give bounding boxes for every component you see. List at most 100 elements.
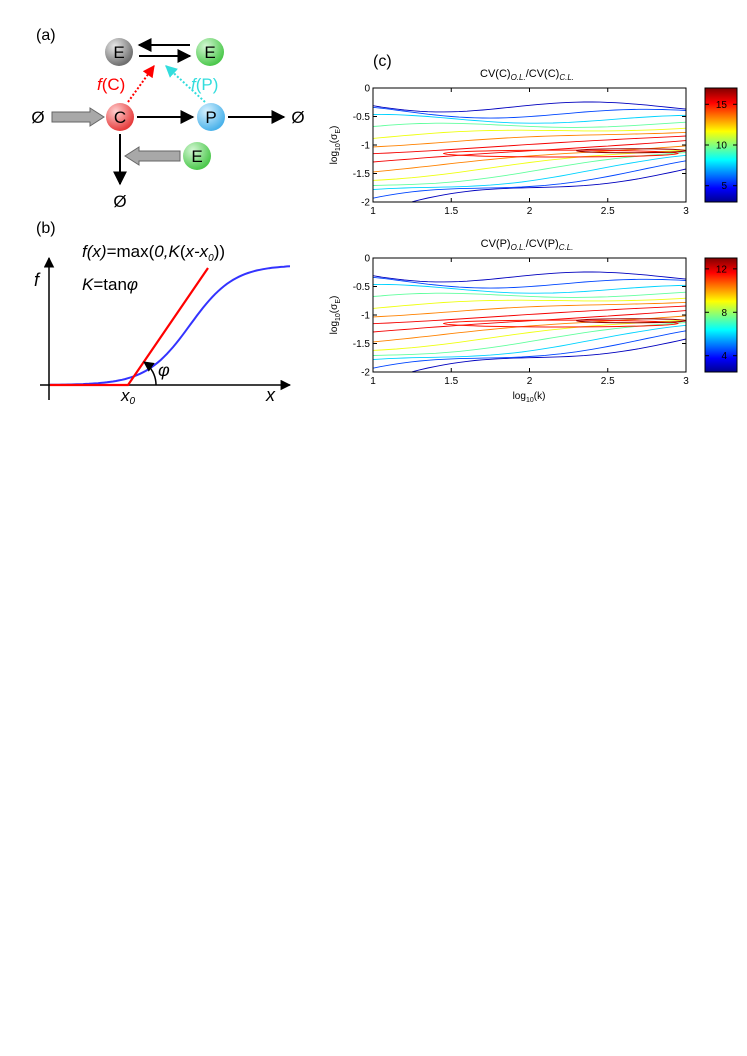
x-tick-label: 3: [683, 206, 689, 217]
contour-line: [372, 154, 687, 191]
contour-line: [372, 127, 687, 139]
y-tick-label: 0: [364, 84, 370, 95]
x-tick-label: 2.5: [601, 376, 615, 387]
colorbar-tick-label: 8: [721, 308, 727, 319]
plot2-colorbar-ticks: 12 8 4: [705, 264, 737, 362]
fP-label: f(P): [191, 75, 218, 94]
inflow-arrow: [51, 107, 105, 127]
x-tick-label: 2.5: [601, 206, 615, 217]
contour-line: [372, 121, 687, 128]
panel-a: (a) E E C P E Ø Ø Ø f(C) f(P): [31, 27, 304, 211]
panel-b: (b) f(x)=max(0,K(x-x0)) K=tanφ f x φ x0: [34, 220, 292, 407]
linear-approx-curve: [50, 267, 209, 387]
angle-phi-label: φ: [158, 360, 170, 380]
b-y-axis-label: f: [34, 270, 41, 290]
plot2-ylabel: log10(σE): [329, 296, 342, 335]
contour-line: [372, 291, 687, 298]
contour-line: [372, 276, 687, 289]
contour-line: [373, 168, 687, 203]
plot2-contours: [372, 271, 687, 373]
contour-line: [372, 324, 687, 361]
contour-line: [372, 319, 687, 351]
colorbar-tick-label: 10: [716, 141, 728, 152]
E-catalysis-arrow: [124, 146, 181, 166]
x-tick-label: 3: [683, 376, 689, 387]
node-E-active: [196, 38, 224, 66]
y-tick-label: 0: [364, 254, 370, 265]
contour-line: [372, 101, 687, 113]
colorbar-tick-label: 12: [716, 264, 728, 275]
contour-line: [372, 149, 687, 181]
angle-arc: [143, 361, 157, 386]
x0-label: x0: [120, 386, 136, 407]
b-x-axis-label: x: [265, 385, 276, 405]
contour-line: [372, 315, 687, 343]
y-tick-label: -2: [361, 368, 370, 379]
colorbar-tick-label: 4: [721, 351, 727, 362]
null-symbol-left: Ø: [31, 108, 44, 127]
contour-peak: [442, 149, 679, 158]
panel-c-label: (c): [373, 53, 392, 70]
y-tick-label: -1: [361, 141, 370, 152]
y-tick-label: -0.5: [353, 282, 371, 293]
contour-line: [372, 145, 687, 173]
arrow-fP-dotted: [165, 65, 206, 103]
y-tick-label: -1.5: [353, 169, 371, 180]
node-P: [197, 103, 225, 131]
panel-b-label: (b): [36, 220, 56, 237]
contour-line: [372, 140, 687, 163]
node-C-label: C: [114, 108, 126, 127]
null-symbol-bottom: Ø: [113, 192, 126, 211]
x-tick-label: 1: [370, 376, 376, 387]
node-P-label: P: [205, 108, 216, 127]
colorbar-tick-label: 5: [721, 181, 727, 192]
null-symbol-right: Ø: [291, 108, 304, 127]
y-tick-label: -0.5: [353, 112, 371, 123]
plot2-xlabel: log10(k): [513, 391, 546, 404]
y-tick-label: -1: [361, 311, 370, 322]
contour-line: [372, 283, 687, 294]
contour-line: [372, 301, 687, 318]
plot2-title: CV(P)O.L./CV(P)C.L.: [481, 238, 574, 252]
plot1-ticks: 1 1.5 2 2.5 3 0 -0.5 -1 -1.5 -2: [353, 84, 689, 218]
plot1-contours: [372, 101, 687, 203]
contour-line: [372, 305, 687, 325]
contour-line: [372, 106, 687, 119]
y-tick-label: -1.5: [353, 339, 371, 350]
node-E-bottom-label: E: [191, 147, 202, 166]
contour-line: [372, 160, 687, 199]
node-E-active-label: E: [204, 43, 215, 62]
contour-plot-1: CV(C)O.L./CV(C)C.L. 1 1.5 2 2.5 3 0 -0.5 -1 -1.5…: [329, 68, 738, 218]
panel-c: (c) CV(C)O.L./CV(C)C.L. 1 1.5 2 2.5 3 0 -0.5 -1…: [329, 53, 738, 404]
contour-line: [373, 338, 687, 373]
fC-label: f(C): [97, 75, 125, 94]
contour-line: [372, 113, 687, 124]
x-tick-label: 1.5: [444, 206, 458, 217]
plot1-colorbar-ticks: 15 10 5: [705, 100, 737, 192]
K-definition: K=tanφ: [82, 275, 138, 294]
plot1-ylabel: log10(σE): [329, 126, 342, 165]
contour-line: [372, 135, 687, 155]
formula: f(x)=max(0,K(x-x0)): [82, 242, 225, 264]
sigmoid-curve: [50, 265, 291, 386]
node-C: [106, 103, 134, 131]
contour-plot-2: CV(P)O.L./CV(P)C.L. 1 1.5 2 2.5 3 0 -0.5 -1 -1.5…: [329, 238, 738, 404]
plot1-title: CV(C)O.L./CV(C)C.L.: [480, 68, 574, 82]
plot2-colorbar: [704, 257, 738, 373]
colorbar-tick-label: 15: [716, 100, 728, 111]
x-tick-label: 1: [370, 206, 376, 217]
x-tick-label: 2: [527, 376, 533, 387]
panel-a-label: (a): [36, 27, 56, 44]
contour-line: [372, 131, 687, 148]
contour-line: [372, 310, 687, 333]
node-E-inactive-label: E: [113, 43, 124, 62]
arrow-fC-dotted: [127, 65, 155, 103]
contour-line: [372, 330, 687, 369]
x-tick-label: 2: [527, 206, 533, 217]
plot2-ticks: 1 1.5 2 2.5 3 0 -0.5 -1 -1.5 -2: [353, 254, 689, 388]
contour-peak: [442, 319, 679, 328]
y-tick-label: -2: [361, 198, 370, 209]
node-E-inactive: [105, 38, 133, 66]
x-tick-label: 1.5: [444, 376, 458, 387]
